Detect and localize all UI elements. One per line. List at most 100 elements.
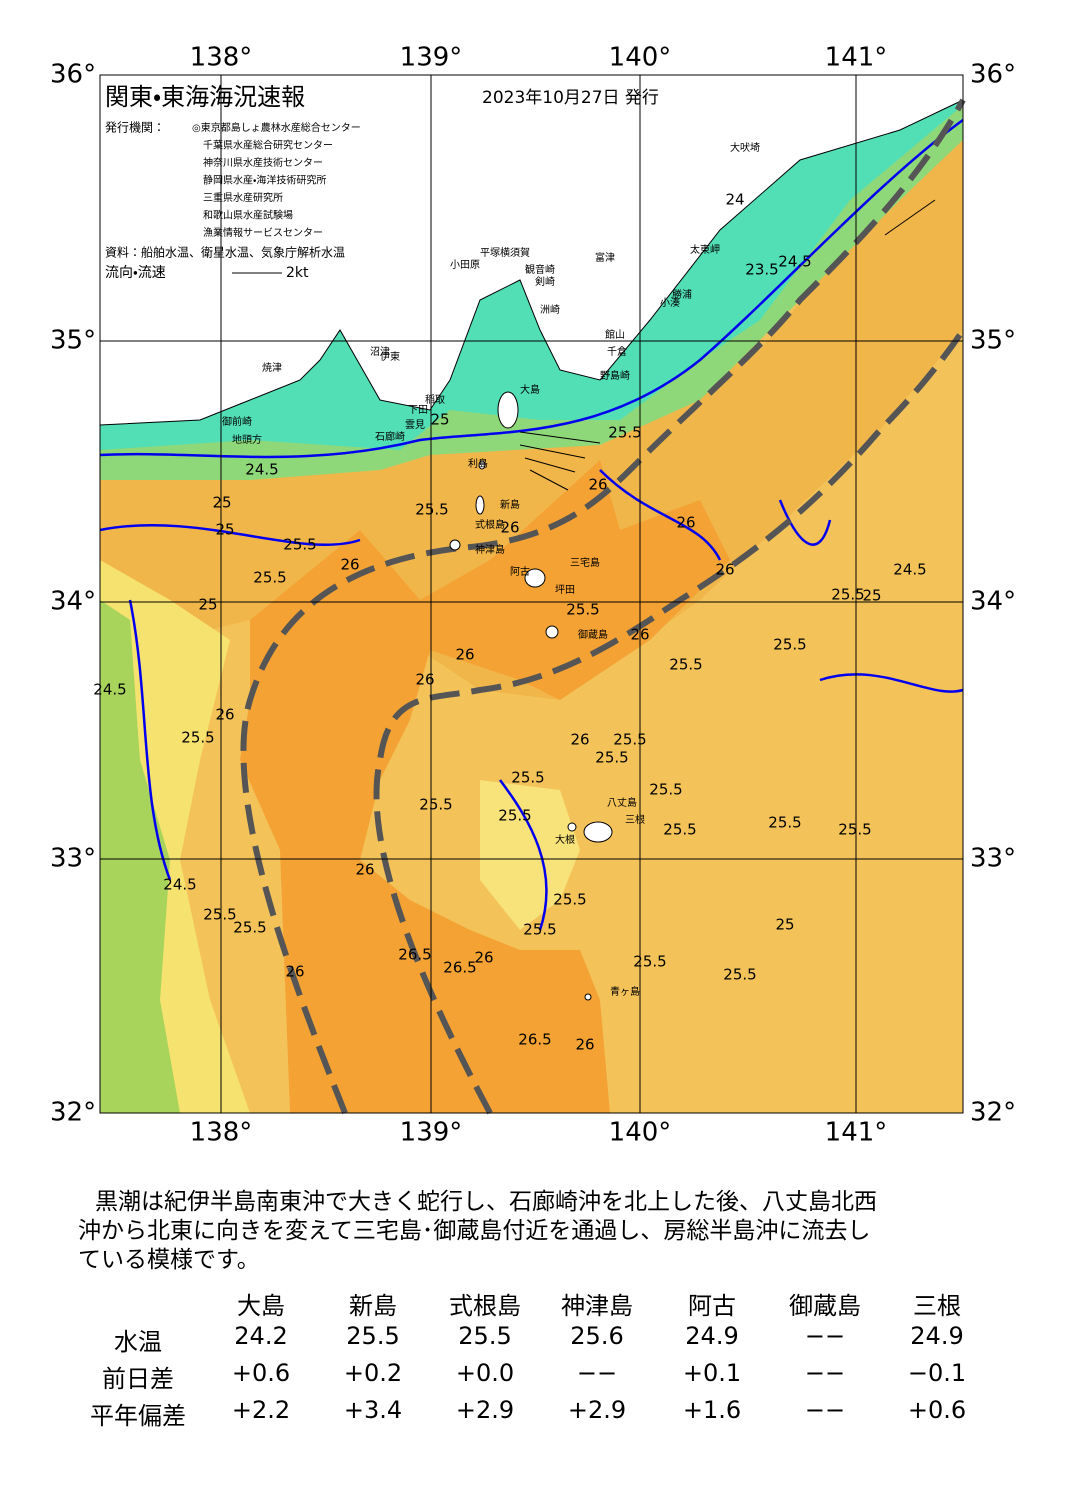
contour-label: 25.5 (613, 731, 646, 749)
islands (449, 391, 613, 1001)
lat-label: 32° (970, 1098, 1016, 1128)
kuroshio-axis (240, 98, 966, 1115)
contour-label: 23.5 (745, 261, 778, 279)
contour-label: 25.5 (649, 781, 682, 799)
summary-line: ている模様です。 (78, 1247, 260, 1273)
lon-label: 140° (609, 1118, 672, 1148)
column-header: 式根島 (449, 1292, 521, 1320)
contour-label: 26 (340, 556, 359, 574)
lat-label: 36° (50, 60, 96, 90)
contour-label: 25.5 (523, 921, 556, 939)
contour-line (99, 118, 964, 931)
contour-label: 25.5 (566, 601, 599, 619)
contour-label: 26 (588, 476, 607, 494)
place-name: 洲崎 (540, 303, 560, 316)
contour-label: 25.5 (553, 891, 586, 909)
table-cell: −− (576, 1359, 618, 1387)
contour-label: 25.5 (831, 586, 864, 604)
table-cell: +1.6 (682, 1396, 742, 1424)
place-name: 三宅島 (570, 556, 600, 569)
contour-label: 25.5 (283, 536, 316, 554)
table-cell: 25.5 (346, 1322, 400, 1350)
lat-label: 33° (50, 844, 96, 874)
place-name: 千倉 (607, 346, 627, 358)
table-cell: 25.6 (570, 1322, 624, 1350)
date: 2023年10月27日 発行 (482, 88, 659, 108)
contour-label: 26 (676, 514, 695, 532)
issuer: 静岡県水産・海洋技術研究所 (203, 174, 326, 187)
table-cell: −− (804, 1396, 846, 1424)
contour-label: 25.5 (498, 807, 531, 825)
place-name: 観音崎 (525, 263, 555, 276)
place-name: 御前崎 (222, 415, 252, 428)
contour-label: 25.5 (595, 749, 628, 767)
lon-label: 139° (400, 1118, 463, 1148)
contour-label: 24 (725, 191, 744, 209)
column-header: 新島 (349, 1292, 397, 1320)
place-name: 新島 (500, 498, 520, 511)
contour-label: 25.5 (253, 569, 286, 587)
place-name: 大島 (520, 383, 540, 396)
contour-label: 25 (430, 411, 449, 429)
issuer: 和歌山県水産試験場 (203, 209, 293, 222)
contour-label: 26 (575, 1036, 594, 1054)
place-name: 大吠埼 (730, 141, 760, 154)
table-cell: +0.2 (343, 1359, 403, 1387)
table-cell: +0.6 (907, 1396, 967, 1424)
issuer: ◎東京都島しょ農林水産総合センター (192, 121, 361, 134)
contour-label: 25 (212, 494, 231, 512)
table-cell: 25.5 (458, 1322, 512, 1350)
sea-cool (480, 780, 580, 930)
contour-label: 25.5 (669, 656, 702, 674)
lat-label: 36° (970, 60, 1016, 90)
column-header: 神津島 (561, 1292, 633, 1320)
row-label: 平年偏差 (90, 1402, 186, 1430)
contour-label: 25.5 (415, 501, 448, 519)
contour-label: 25.5 (773, 636, 806, 654)
place-name: 下田 (408, 405, 428, 416)
sea-cold (100, 600, 180, 1113)
place-name: 稲取 (425, 394, 445, 406)
place-name: 富津 (595, 251, 615, 264)
table-cell: +0.0 (455, 1359, 515, 1387)
column-header: 大島 (237, 1292, 285, 1320)
column-header: 阿古 (688, 1292, 736, 1320)
place-name: 剣崎 (535, 275, 555, 288)
contour-label: 25 (775, 916, 794, 934)
lat-label: 35° (970, 326, 1016, 356)
legend-scale: 2kt (286, 265, 309, 281)
place-name: 勝浦 (672, 288, 692, 301)
row-label: 水温 (114, 1328, 162, 1356)
place-name: 青ヶ島 (610, 985, 640, 998)
contour-label: 24.5 (778, 253, 811, 271)
contour-label: 26 (455, 646, 474, 664)
place-name: 小田原 (450, 259, 480, 271)
contour-label: 26 (715, 561, 734, 579)
issuer: 千葉県水産総合研究センター (203, 139, 333, 152)
column-header: 御蔵島 (789, 1292, 861, 1320)
place-name: 太東岬 (690, 243, 720, 256)
contour-label: 25.5 (768, 814, 801, 832)
contour-label: 25.5 (203, 906, 236, 924)
graticule (100, 75, 963, 1113)
contour-label: 24.5 (163, 876, 196, 894)
place-name: 雲見 (405, 419, 425, 431)
issuer: 三重県水産研究所 (203, 191, 283, 204)
row-label: 前日差 (102, 1365, 174, 1393)
place-name: 横須賀 (500, 246, 530, 259)
table-cell: 24.9 (685, 1322, 739, 1350)
lon-label: 139° (400, 43, 463, 73)
contour-label: 26 (285, 963, 304, 981)
contour-label: 26 (415, 671, 434, 689)
contour-label: 25 (862, 587, 881, 605)
lat-label: 33° (970, 844, 1016, 874)
contour-label: 24.5 (93, 681, 126, 699)
table-cell: +0.6 (231, 1359, 291, 1387)
lon-label: 140° (609, 43, 672, 73)
issuer: 神奈川県水産技術センター (203, 156, 323, 169)
place-name: 大根 (555, 833, 575, 846)
lat-label: 34° (50, 587, 96, 617)
place-name: 阿古 (510, 565, 530, 578)
place-name: 石廊崎 (375, 430, 405, 443)
table-cell: −− (804, 1322, 846, 1350)
